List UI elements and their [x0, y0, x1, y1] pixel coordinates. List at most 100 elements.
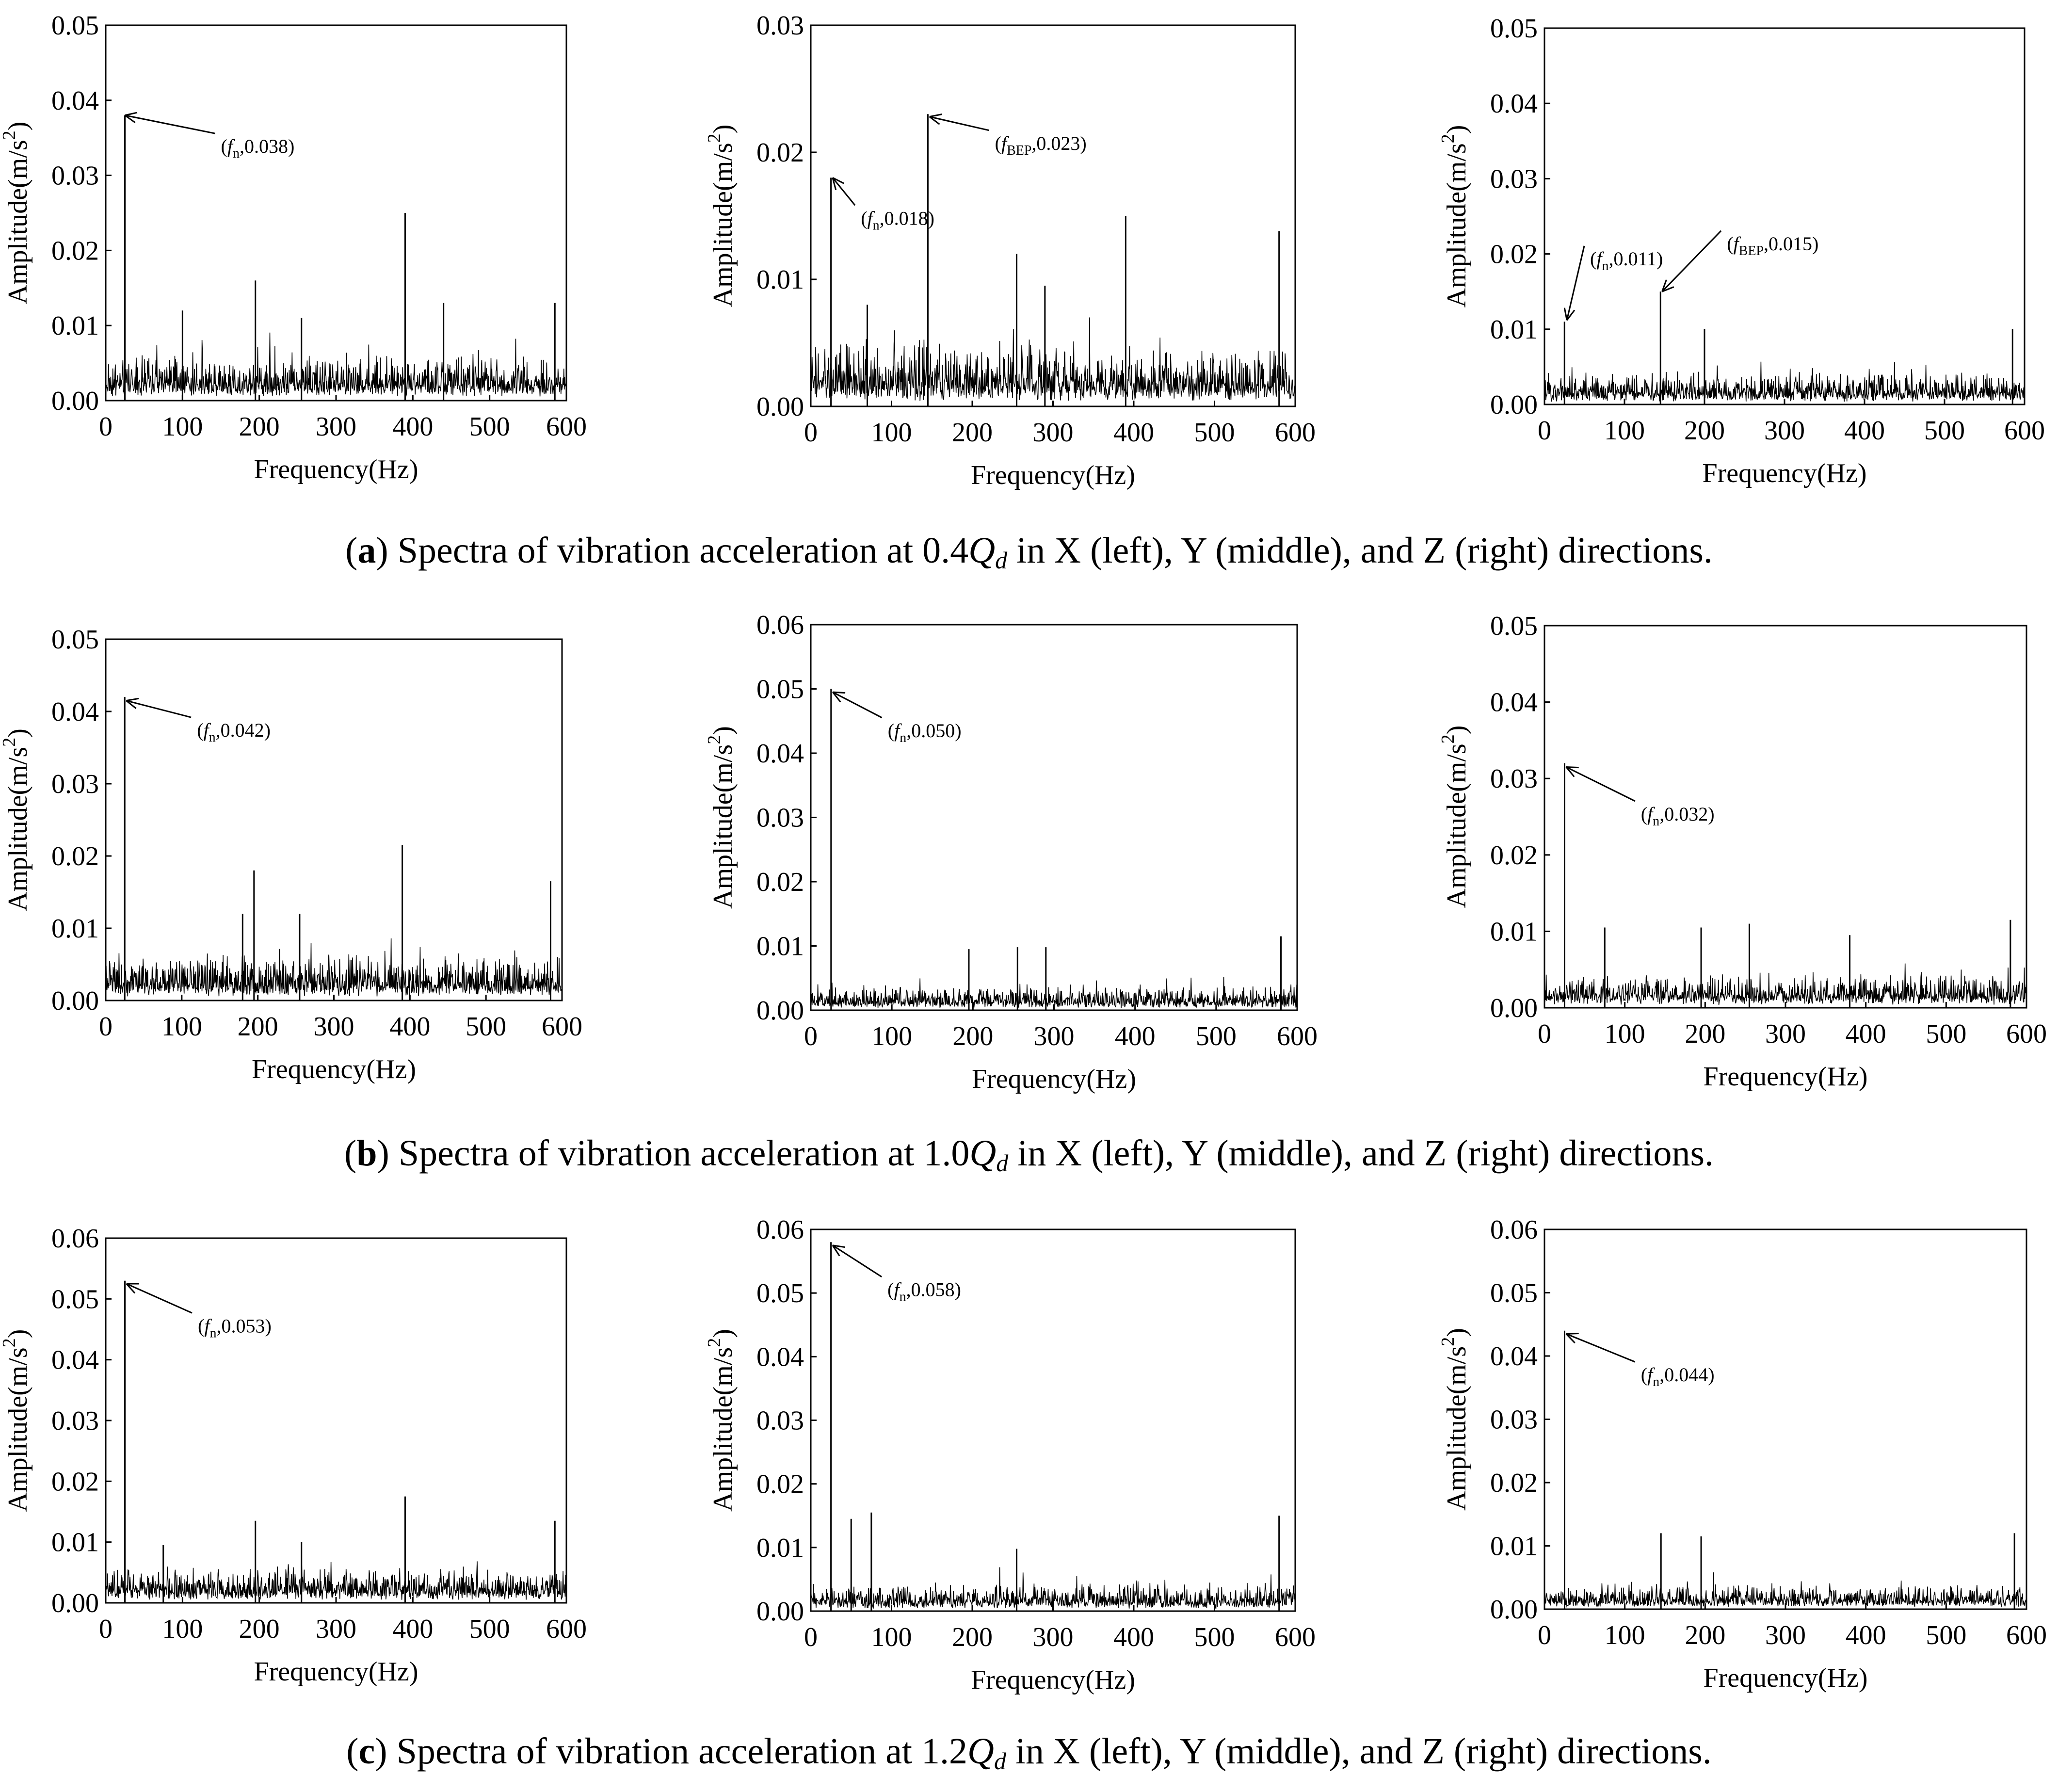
y-tick-label: 0.03 — [756, 11, 804, 41]
annotation-label: (fn,0.050) — [888, 720, 962, 745]
y-tick-label: 0.00 — [756, 1597, 804, 1627]
annotation-arrowhead — [1661, 279, 1674, 292]
x-tick-label: 600 — [546, 1614, 587, 1644]
y-tick-label: 0.05 — [1490, 1278, 1538, 1308]
y-tick-label: 0.02 — [1490, 1468, 1538, 1498]
annotation-label: (fBEP,0.023) — [995, 132, 1087, 158]
caption-a: (a) Spectra of vibration acceleration at… — [345, 530, 1713, 574]
caption-q: Q — [968, 530, 996, 571]
x-tick-label: 600 — [2004, 416, 2045, 446]
annotation-arrow — [1566, 245, 1585, 321]
x-tick-label: 500 — [1926, 1019, 1966, 1049]
y-tick-label: 0.05 — [1490, 611, 1538, 641]
y-tick-label: 0.05 — [1490, 14, 1538, 44]
annotation-subscript: n — [209, 730, 216, 745]
annotation-arrow — [126, 1283, 193, 1314]
annotation-subscript: n — [209, 1325, 216, 1340]
y-axis-label: Amplitude(m/s2) — [0, 728, 33, 911]
y-tick-label: 0.04 — [1490, 1341, 1538, 1372]
x-tick-label: 600 — [542, 1012, 582, 1042]
y-tick-label: 0.03 — [51, 161, 99, 191]
x-tick-label: 200 — [952, 1021, 993, 1051]
x-tick-label: 400 — [392, 412, 433, 442]
x-tick-label: 600 — [1275, 418, 1316, 448]
x-tick-label: 100 — [1605, 1019, 1645, 1049]
annotation-arrow — [126, 700, 192, 718]
series-line — [810, 1567, 1296, 1609]
x-tick-label: 0 — [99, 412, 113, 442]
y-axis-label-close: ) — [3, 1329, 33, 1339]
series-line — [105, 1561, 567, 1600]
y-tick-label: 0.01 — [51, 311, 99, 341]
y-axis-label-close: ) — [708, 726, 738, 735]
y-tick-label: 0.04 — [51, 86, 99, 116]
x-tick-label: 400 — [1113, 418, 1154, 448]
y-axis-label-sup: 2 — [704, 735, 724, 744]
x-tick-label: 400 — [389, 1012, 430, 1042]
x-axis-label: Frequency(Hz) — [254, 454, 418, 484]
y-tick-label: 0.05 — [51, 625, 99, 655]
chart-a-y: 0 100 200 300 400 500 600 0.00 0.01 0.02 0.03 Frequ… — [704, 11, 1316, 490]
annotation-subscript: n — [900, 1290, 906, 1305]
annotation-value: ,0.053) — [216, 1315, 271, 1337]
x-tick-label: 300 — [316, 412, 356, 442]
x-tick-label: 500 — [469, 412, 510, 442]
x-tick-label: 300 — [1764, 416, 1805, 446]
caption-q: Q — [969, 1133, 997, 1174]
annotation-label: (fBEP,0.015) — [1727, 233, 1818, 258]
x-tick-label: 0 — [1538, 416, 1551, 446]
annotation-value: ,0.058) — [906, 1279, 961, 1301]
series-line — [105, 332, 567, 397]
x-tick-label: 600 — [1277, 1021, 1318, 1051]
annotation-value: ,0.011) — [1609, 248, 1663, 270]
annotation-value: ,0.032) — [1659, 803, 1714, 825]
annotation-arrow — [832, 691, 883, 719]
y-tick-label: 0.05 — [756, 675, 804, 705]
annotation-arrow — [1661, 230, 1722, 292]
y-tick-label: 0.01 — [1490, 1532, 1538, 1562]
caption-q: Q — [967, 1731, 994, 1772]
y-axis-label: Amplitude(m/s2) — [1438, 1328, 1472, 1511]
caption-tail: in X (left), Y (middle), and Z (right) d… — [1007, 530, 1713, 571]
caption-d: d — [995, 547, 1008, 574]
chart-b-y: 0 100 200 300 400 500 600 0.00 0.01 0.02 0.03 0.04 0… — [704, 610, 1318, 1094]
y-tick-label: 0.05 — [51, 1284, 99, 1314]
x-tick-label: 0 — [804, 1622, 818, 1652]
x-axis-label: Frequency(Hz) — [1704, 1663, 1868, 1693]
y-tick-label: 0.02 — [1490, 240, 1538, 270]
annotation-label: (fn,0.032) — [1641, 803, 1715, 829]
x-tick-label: 200 — [952, 1622, 993, 1652]
y-tick-label: 0.04 — [756, 1342, 804, 1372]
x-tick-label: 400 — [1113, 1622, 1154, 1652]
x-tick-label: 200 — [239, 412, 280, 442]
annotation-arrow — [832, 1244, 882, 1277]
y-axis-label-sup: 2 — [0, 738, 19, 747]
annotation-subscript: n — [873, 218, 880, 233]
caption-letter: a — [357, 530, 376, 571]
y-tick-label: 0.03 — [51, 769, 99, 799]
annotation-value: ,0.038) — [240, 135, 294, 157]
y-tick-label: 0.02 — [1490, 840, 1538, 871]
x-axis-label: Frequency(Hz) — [1703, 458, 1867, 488]
y-tick-label: 0.01 — [756, 1533, 804, 1563]
y-tick-label: 0.04 — [1490, 89, 1538, 119]
x-tick-label: 100 — [871, 1021, 912, 1051]
x-tick-label: 500 — [1194, 1622, 1235, 1652]
y-tick-label: 0.01 — [51, 1528, 99, 1558]
caption-text: Spectra of vibration acceleration at 0.4 — [397, 530, 969, 571]
y-tick-label: 0.00 — [1490, 993, 1538, 1023]
y-tick-label: 0.02 — [51, 841, 99, 872]
annotation-value: ,0.044) — [1659, 1364, 1714, 1386]
series-line — [810, 977, 1298, 1009]
y-tick-label: 0.03 — [1490, 1405, 1538, 1435]
plot-frame — [810, 624, 1298, 1011]
x-tick-label: 200 — [1685, 1019, 1725, 1049]
x-tick-label: 400 — [1844, 416, 1885, 446]
y-axis-label: Amplitude(m/s2) — [1438, 726, 1472, 908]
plot-frame — [105, 24, 567, 402]
annotation-label: (fn,0.058) — [887, 1279, 961, 1305]
x-tick-label: 400 — [1846, 1019, 1886, 1049]
caption-d: d — [994, 1747, 1006, 1775]
y-tick-label: 0.04 — [756, 739, 804, 769]
y-tick-label: 0.03 — [1490, 164, 1538, 194]
